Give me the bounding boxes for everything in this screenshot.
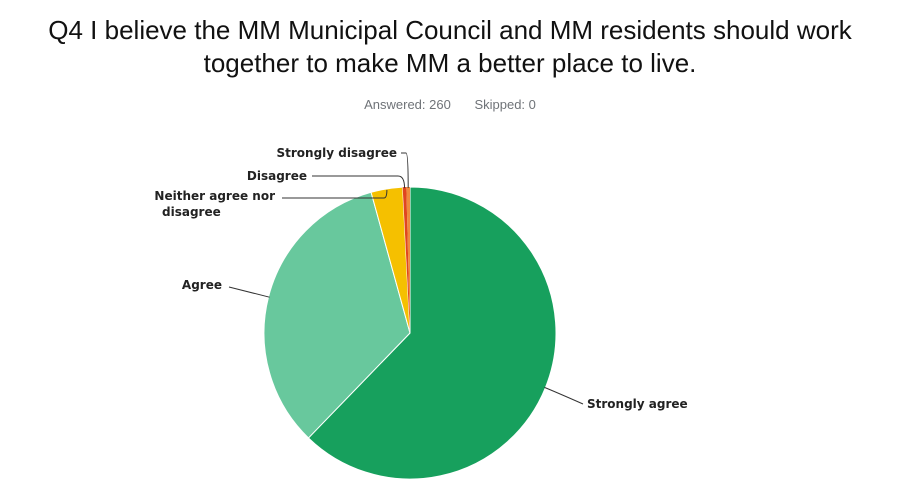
slice-label-agree: Agree [182,278,222,292]
leader-line-strongly-agree [544,386,584,405]
answered-count: Answered: 260 [364,97,451,112]
leader-line-strongly-disagree [401,152,409,189]
title-line-1: Q4 I believe the MM Municipal Council an… [48,15,852,45]
response-stats: Answered: 260 Skipped: 0 [0,97,900,112]
slice-label-strongly-agree: Strongly agree [587,397,688,411]
slice-label-disagree: Disagree [247,169,307,183]
chart-title: Q4 I believe the MM Municipal Council an… [0,14,900,80]
pie-slice-neither-agree-nor-disagree [370,186,411,334]
slice-label-strongly-disagree: Strongly disagree [276,146,397,160]
leader-line-agree [228,286,270,298]
title-line-2: together to make MM a better place to li… [203,48,697,78]
leader-line-neither-agree-nor-disagree [282,189,388,199]
pie-slice-disagree [402,187,410,333]
slice-label-neither-agree-nor-disagree: Neither agree nor disagree [154,189,275,219]
pie-slice-strongly-disagree [406,187,410,333]
skipped-count: Skipped: 0 [474,97,536,112]
leader-line-disagree [312,175,406,189]
